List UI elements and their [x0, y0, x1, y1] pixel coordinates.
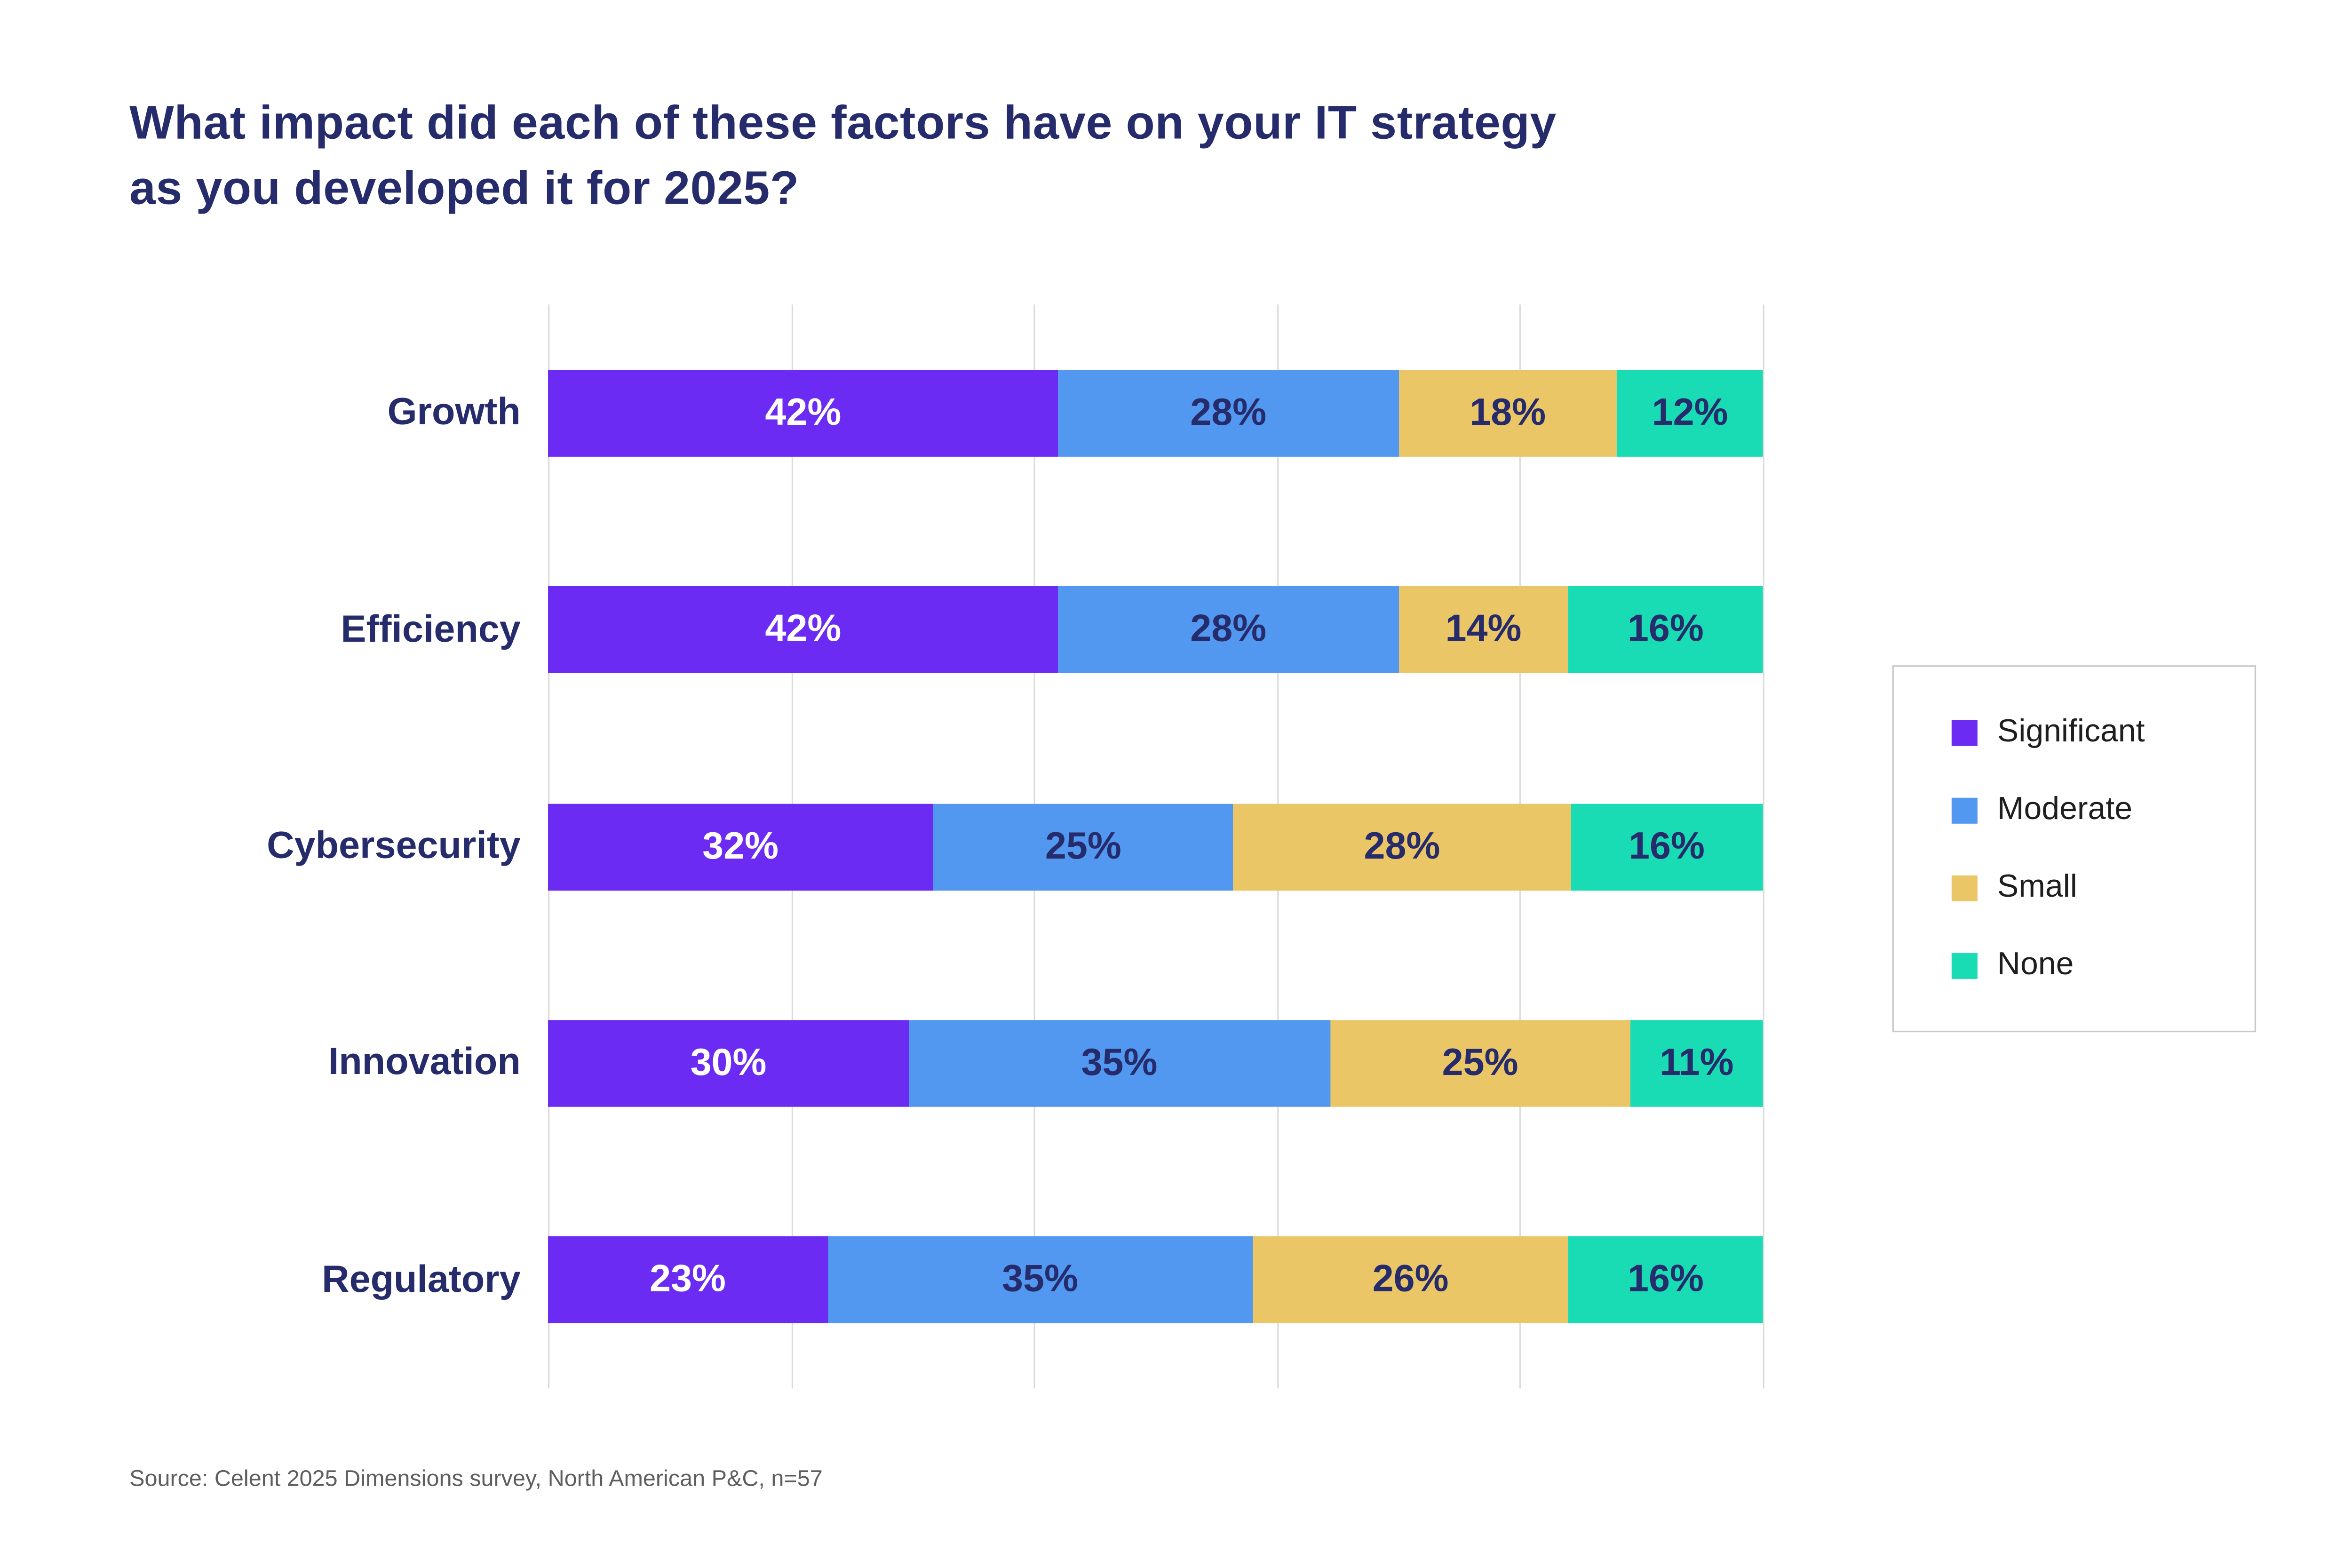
bar-segment-none: 11% — [1630, 1020, 1763, 1107]
category-label: Growth — [387, 390, 521, 434]
legend-swatch-small — [1951, 875, 1978, 901]
category-label: Regulatory — [322, 1258, 521, 1301]
bar-segment-small: 28% — [1233, 803, 1571, 890]
stacked-bar: 23% 35% 26% 16% — [548, 1236, 1763, 1324]
category-label: Cybersecurity — [267, 824, 521, 868]
bar-segment-small: 26% — [1252, 1236, 1569, 1324]
bar-segment-moderate: 25% — [933, 803, 1234, 890]
legend-swatch-none — [1951, 952, 1978, 979]
bar-segment-none: 16% — [1570, 803, 1763, 890]
bar-rows: Growth 42% 28% 18% 12% Efficiency 42% 28% 14% 16%… — [267, 304, 1763, 1389]
legend-item-none: None — [1951, 947, 2255, 984]
legend-item-moderate: Moderate — [1951, 791, 2255, 828]
legend-swatch-significant — [1951, 719, 1978, 746]
chart-row: Regulatory 23% 35% 26% 16% — [322, 1172, 1763, 1389]
category-label: Innovation — [328, 1041, 521, 1084]
bar-segment-moderate: 35% — [827, 1236, 1253, 1324]
plot-area: Growth 42% 28% 18% 12% Efficiency 42% 28% 14% 16%… — [267, 304, 1764, 1389]
legend-item-significant: Significant — [1951, 714, 2255, 751]
category-label: Efficiency — [341, 607, 521, 651]
chart-row: Cybersecurity 32% 25% 28% 16% — [267, 738, 1763, 955]
legend-label: Moderate — [1997, 791, 2133, 827]
legend-label: Small — [1997, 869, 2077, 905]
gridline — [1763, 304, 1764, 1389]
bar-segment-none: 12% — [1617, 369, 1763, 456]
bar-segment-small: 14% — [1398, 586, 1569, 673]
chart-row: Growth 42% 28% 18% 12% — [388, 304, 1763, 521]
chart-row: Efficiency 42% 28% 14% 16% — [341, 521, 1763, 738]
chart-row: Innovation 30% 35% 25% 11% — [328, 955, 1763, 1172]
bar-segment-significant: 30% — [548, 1020, 909, 1107]
bar-segment-moderate: 28% — [1058, 369, 1398, 456]
bar-segment-small: 25% — [1330, 1020, 1631, 1107]
bar-segment-none: 16% — [1568, 586, 1763, 673]
chart-title-line-2: as you developed it for 2025? — [129, 161, 799, 215]
legend: Significant Moderate Small None — [1892, 665, 2257, 1033]
bar-segment-significant: 23% — [548, 1236, 828, 1324]
bar-segment-significant: 42% — [548, 586, 1058, 673]
bar-segment-small: 18% — [1398, 369, 1617, 456]
bar-segment-significant: 32% — [548, 803, 933, 890]
legend-item-small: Small — [1951, 869, 2255, 906]
bar-segment-moderate: 35% — [909, 1020, 1330, 1107]
legend-label: None — [1997, 947, 2074, 982]
bar-segment-moderate: 28% — [1058, 586, 1398, 673]
bar-segment-significant: 42% — [548, 369, 1058, 456]
stacked-bar: 32% 25% 28% 16% — [548, 803, 1763, 890]
source-note: Source: Celent 2025 Dimensions survey, N… — [129, 1466, 823, 1492]
chart-title-line-1: What impact did each of these factors ha… — [129, 96, 1557, 150]
bar-segment-none: 16% — [1568, 1236, 1763, 1324]
chart-title: What impact did each of these factors ha… — [129, 91, 1557, 222]
legend-label: Significant — [1997, 714, 2145, 749]
stacked-bar: 30% 35% 25% 11% — [548, 1020, 1763, 1107]
stacked-bar: 42% 28% 14% 16% — [548, 586, 1763, 673]
stacked-bar: 42% 28% 18% 12% — [548, 369, 1763, 456]
legend-swatch-moderate — [1951, 797, 1978, 823]
